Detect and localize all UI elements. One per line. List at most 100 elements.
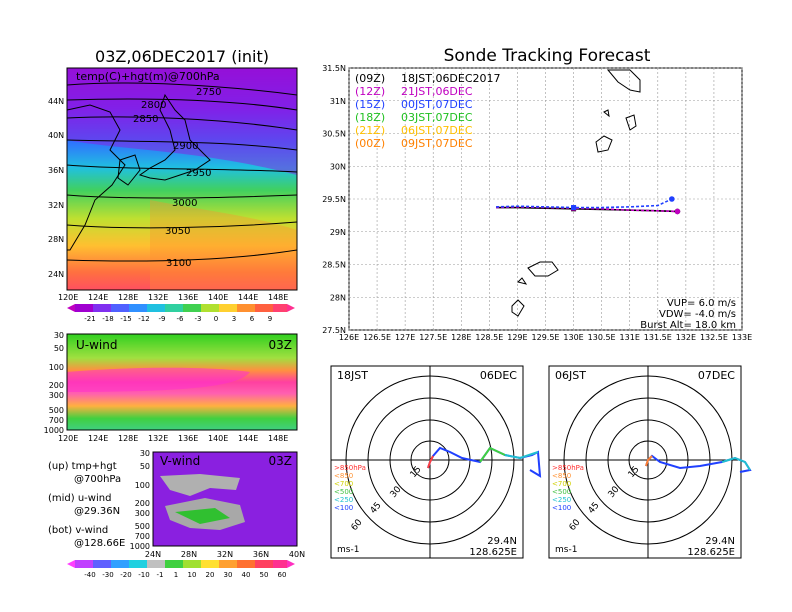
tick-label: 124E	[88, 434, 108, 443]
level-label: <500	[552, 488, 571, 496]
tracking-title: Sonde Tracking Forecast	[444, 46, 651, 66]
vwind-blob	[175, 508, 230, 524]
vwind-frame	[152, 451, 298, 547]
uwind-lon-axis: 120E 124E 128E 132E 136E 140E 144E 148E	[58, 434, 288, 443]
tick-label: 31N	[330, 97, 346, 106]
tick-label: 100	[49, 363, 64, 372]
tick-label: 1000	[44, 426, 64, 435]
legend-code-21z: (21Z)	[355, 124, 385, 137]
tick-label: 144E	[238, 434, 258, 443]
tick-label: 128E	[451, 333, 471, 342]
map-title: 03Z,06DEC2017 (init)	[95, 47, 269, 66]
tick-label: 148E	[268, 434, 288, 443]
uwind-jet	[67, 367, 250, 392]
colorbar-label: 50	[260, 571, 269, 579]
wind-colorbar-labels: -40 -30 -20 -10 -1 1 10 20 30 40 50 60	[84, 571, 286, 579]
tick-label: 24N	[48, 270, 64, 279]
vwind-p-axis: 30 50 100 200 300 500 700 1000	[130, 449, 150, 551]
tick-label: 130E	[563, 333, 583, 342]
tick-label: 700	[49, 416, 64, 425]
hodograph-right: 06JST 07DEC 29.4N 128.625E ms-1 15 30 45…	[548, 365, 752, 559]
landing-marker	[669, 196, 675, 202]
colorbar-label: -30	[102, 571, 113, 579]
tick-label: 148E	[268, 293, 288, 302]
colorbar-label: -9	[159, 315, 166, 323]
temp-field	[67, 68, 297, 290]
colorbar-label: -21	[84, 315, 95, 323]
tick-label: 36N	[253, 550, 269, 559]
tick-label: 130.5E	[588, 333, 616, 342]
tick-label: 1000	[130, 542, 150, 551]
tick-label: 30	[140, 449, 150, 458]
contour-label: 3000	[172, 198, 197, 209]
tick-label: 126E	[339, 333, 359, 342]
hodo-left-unit: ms-1	[337, 545, 359, 555]
map-lat-axis: 44N 40N 36N 32N 28N 24N	[48, 97, 64, 279]
colorbar-label: -15	[120, 315, 131, 323]
tick-label: 132E	[148, 293, 168, 302]
tick-label: 30.5N	[322, 130, 346, 139]
tick-label: 126.5E	[363, 333, 391, 342]
legend-time-00z: 09JST,07DEC	[401, 137, 473, 150]
colorbar-label: 30	[224, 571, 233, 579]
colorbar-label: 6	[250, 315, 255, 323]
tick-label: 128.5E	[475, 333, 503, 342]
uwind-frame	[66, 333, 298, 431]
hodo-right-time: 06JST	[555, 369, 586, 382]
tracking-params: VUP= 6.0 m/s VDW= -4.0 m/s Burst Alt= 18…	[640, 298, 736, 331]
tick-label: 27.5N	[322, 326, 346, 335]
tick-label: 30N	[330, 162, 346, 171]
hodo-right-unit: ms-1	[555, 545, 577, 555]
tick-label: 24N	[145, 550, 161, 559]
vwind-field	[153, 452, 297, 546]
colorbar-label: -1	[157, 571, 164, 579]
level-label: <700	[552, 480, 571, 488]
contour-label: 2750	[196, 87, 221, 98]
tick-label: 29.5N	[322, 195, 346, 204]
tracking-grid	[348, 67, 743, 331]
tick-label: 129.5E	[532, 333, 560, 342]
tick-label: 28N	[330, 293, 346, 302]
tick-label: 31.5N	[322, 64, 346, 73]
level-label: >850hPa	[334, 464, 366, 472]
tracking-lon-axis: 126E 126.5E 127E 127.5E 128E 128.5E 129E 129.5E…	[339, 333, 752, 342]
landing-marker	[674, 208, 681, 215]
tick-label: 40N	[289, 550, 305, 559]
tick-label: 30	[54, 331, 64, 340]
hodo-left-loc1: 29.4N	[487, 536, 517, 547]
colorbar-label: -18	[102, 315, 113, 323]
contour-label: 2950	[186, 168, 211, 179]
map-lon-axis: 120E 124E 128E 132E 136E 140E 144E 148E	[58, 293, 288, 302]
tick-label: 100	[135, 481, 150, 490]
tick-label: 300	[49, 391, 64, 400]
note-up-sub: @700hPa	[74, 474, 121, 485]
tracking-legend: (09Z) 18JST,06DEC2017 (12Z) 21JST,06DEC …	[355, 72, 501, 150]
legend-time-15z: 00JST,07DEC	[401, 98, 473, 111]
temp-colorbar	[67, 304, 295, 312]
hodo-left-loc2: 128.625E	[469, 547, 517, 558]
tick-label: 120E	[58, 293, 78, 302]
note-up: (up) tmp+hgt	[48, 461, 117, 472]
tick-label: 132E	[676, 333, 696, 342]
tick-label: 32N	[48, 201, 64, 210]
contour-label: 2850	[133, 114, 158, 125]
colorbar-label: -10	[138, 571, 149, 579]
tick-label: 133E	[732, 333, 752, 342]
tick-label: 140E	[208, 434, 228, 443]
vwind-time: 03Z	[269, 454, 293, 468]
level-label: <850	[334, 472, 353, 480]
hodo-right-loc1: 29.4N	[705, 536, 735, 547]
colorbar-label: 0	[214, 315, 218, 323]
legend-code-12z: (12Z)	[355, 85, 385, 98]
tick-label: 700	[135, 532, 150, 541]
tick-label: 140E	[208, 293, 228, 302]
legend-notes: (up) tmp+hgt @700hPa (mid) u-wind @29.36…	[48, 461, 125, 549]
contour-labels: 2750 2800 2850 2900 2950 3000 3050 3100	[133, 87, 221, 269]
note-bot-sub: @128.66E	[74, 538, 125, 549]
colorbar-label: 60	[278, 571, 287, 579]
tick-label: 128E	[118, 293, 138, 302]
tick-label: 132.5E	[700, 333, 728, 342]
level-label: <700	[334, 480, 353, 488]
legend-code-18z: (18Z)	[355, 111, 385, 124]
colorbar-label: 3	[232, 315, 236, 323]
